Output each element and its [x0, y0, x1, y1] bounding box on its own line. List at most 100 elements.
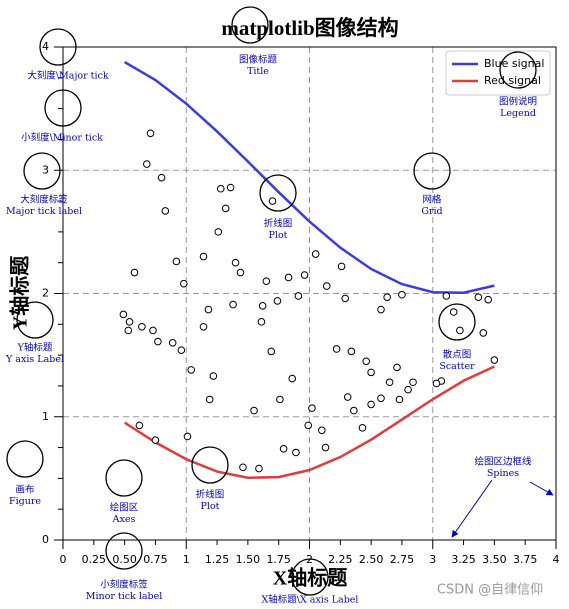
scatter-point [267, 347, 276, 356]
scatter-point [377, 394, 385, 403]
y-axis-label: Y轴标题 [8, 255, 32, 330]
scatter-point [341, 294, 350, 303]
annotation-circle [291, 558, 329, 596]
annotation-text: Y轴标题 [17, 342, 53, 354]
scatter-point [300, 271, 309, 279]
scatter-point [385, 378, 394, 387]
scatter-point [362, 357, 370, 366]
scatter-point [146, 129, 155, 138]
annotation-circle [413, 152, 451, 190]
x-minor-tick-label: 1.25 [205, 553, 230, 566]
scatter-point [474, 293, 483, 301]
scatter-point [377, 305, 385, 314]
legend-label: Blue signal [484, 57, 544, 70]
annotation-text: 网格 [422, 194, 442, 206]
y-tick-label: 0 [42, 533, 49, 546]
y-tick-label: 3 [42, 163, 49, 176]
scatter-point [288, 374, 297, 383]
scatter-point [273, 297, 282, 305]
scatter-point [322, 282, 331, 290]
annotation-text: Title [247, 66, 269, 77]
scatter-point [404, 385, 412, 394]
annotation-text: Grid [421, 206, 442, 217]
spine-arrow [529, 481, 554, 496]
scatter-point [199, 252, 208, 261]
scatter-point [257, 318, 266, 326]
annotation-text: Major tick label [6, 206, 82, 217]
annotation-text: 图例说明 [499, 96, 537, 108]
scatter-point [124, 326, 133, 335]
scatter-point [442, 292, 451, 300]
scatter-point [199, 322, 208, 331]
annotation-circle [499, 51, 537, 89]
scatter-point [409, 378, 417, 387]
annotation-circle [44, 89, 82, 127]
annotation-text: Scatter [439, 361, 475, 372]
scatter-point [332, 345, 341, 353]
scatter-point [284, 273, 293, 282]
annotation-text: 折线图 [196, 489, 225, 501]
scatter-point [119, 310, 128, 319]
x-minor-tick-label: 2.25 [328, 553, 353, 566]
scatter-point [347, 347, 356, 356]
scatter-point [337, 262, 346, 271]
annotation-text: Figure [9, 496, 41, 507]
scatter-point [161, 207, 170, 215]
scatter-point [276, 395, 284, 404]
x-minor-tick-label: 1.50 [236, 553, 261, 566]
annotation-circle [105, 532, 143, 570]
annotation-circle [6, 440, 44, 478]
scatter-point [179, 279, 188, 288]
x-minor-tick-label: 2.75 [390, 553, 415, 566]
annotation-text: 折线图 [264, 218, 293, 230]
annotation-text: Legend [500, 108, 536, 119]
x-minor-tick-label: 0.25 [82, 553, 107, 566]
scatter-point [343, 393, 352, 401]
annotation-text: 小刻度\Minor tick [21, 132, 103, 144]
annotation-text: 图像标题 [239, 54, 278, 66]
scatter-point [130, 268, 139, 277]
scatter-point [350, 406, 358, 415]
scatter-point [250, 406, 258, 415]
x-minor-tick-label: 0.50 [112, 553, 137, 566]
annotation-circle [105, 459, 143, 497]
scatter-point [138, 322, 146, 331]
annotation-text: 大刻度标签 [20, 194, 68, 206]
scatter-point [168, 339, 177, 347]
scatter-point [236, 268, 245, 277]
scatter-point [135, 421, 144, 430]
scatter-point [484, 295, 493, 304]
scatter-point [214, 228, 223, 236]
legend-label: Red signal [484, 74, 541, 87]
scatter-point [172, 257, 181, 266]
annotation-text: 绘图区边框线 [474, 456, 532, 468]
annotation-text: 大刻度\Major tick [27, 70, 108, 82]
x-minor-tick-label: 3.25 [451, 553, 476, 566]
scatter-point [432, 379, 441, 388]
y-tick-label: 2 [42, 287, 49, 300]
x-minor-tick-label: 1.75 [266, 553, 291, 566]
scatter-point [216, 184, 225, 193]
data-layer [119, 60, 499, 480]
scatter-point [268, 197, 277, 205]
scatter-point [490, 356, 499, 364]
scatter-point [294, 292, 303, 300]
scatter-point [229, 300, 237, 309]
scatter-point [321, 443, 330, 452]
x-axis-label: X轴标题 [273, 566, 348, 590]
chart-title: matplotlib图像结构 [221, 16, 398, 40]
scatter-point [279, 444, 288, 453]
annotation-text: Y axis Label [5, 354, 64, 365]
scatter-point [157, 173, 166, 182]
annotation-text: 绘图区 [110, 502, 139, 514]
axes-frame [62, 46, 557, 541]
scatter-point [205, 395, 214, 404]
y-tick-label: 4 [42, 40, 49, 53]
x-tick-label: 0 [60, 553, 67, 566]
annotation-text: X轴标题\X axis Label [262, 594, 359, 606]
scatter-point [226, 183, 235, 192]
annotation-text: 散点图 [443, 349, 472, 361]
scatter-point [154, 337, 162, 346]
x-tick-label: 4 [553, 553, 560, 566]
